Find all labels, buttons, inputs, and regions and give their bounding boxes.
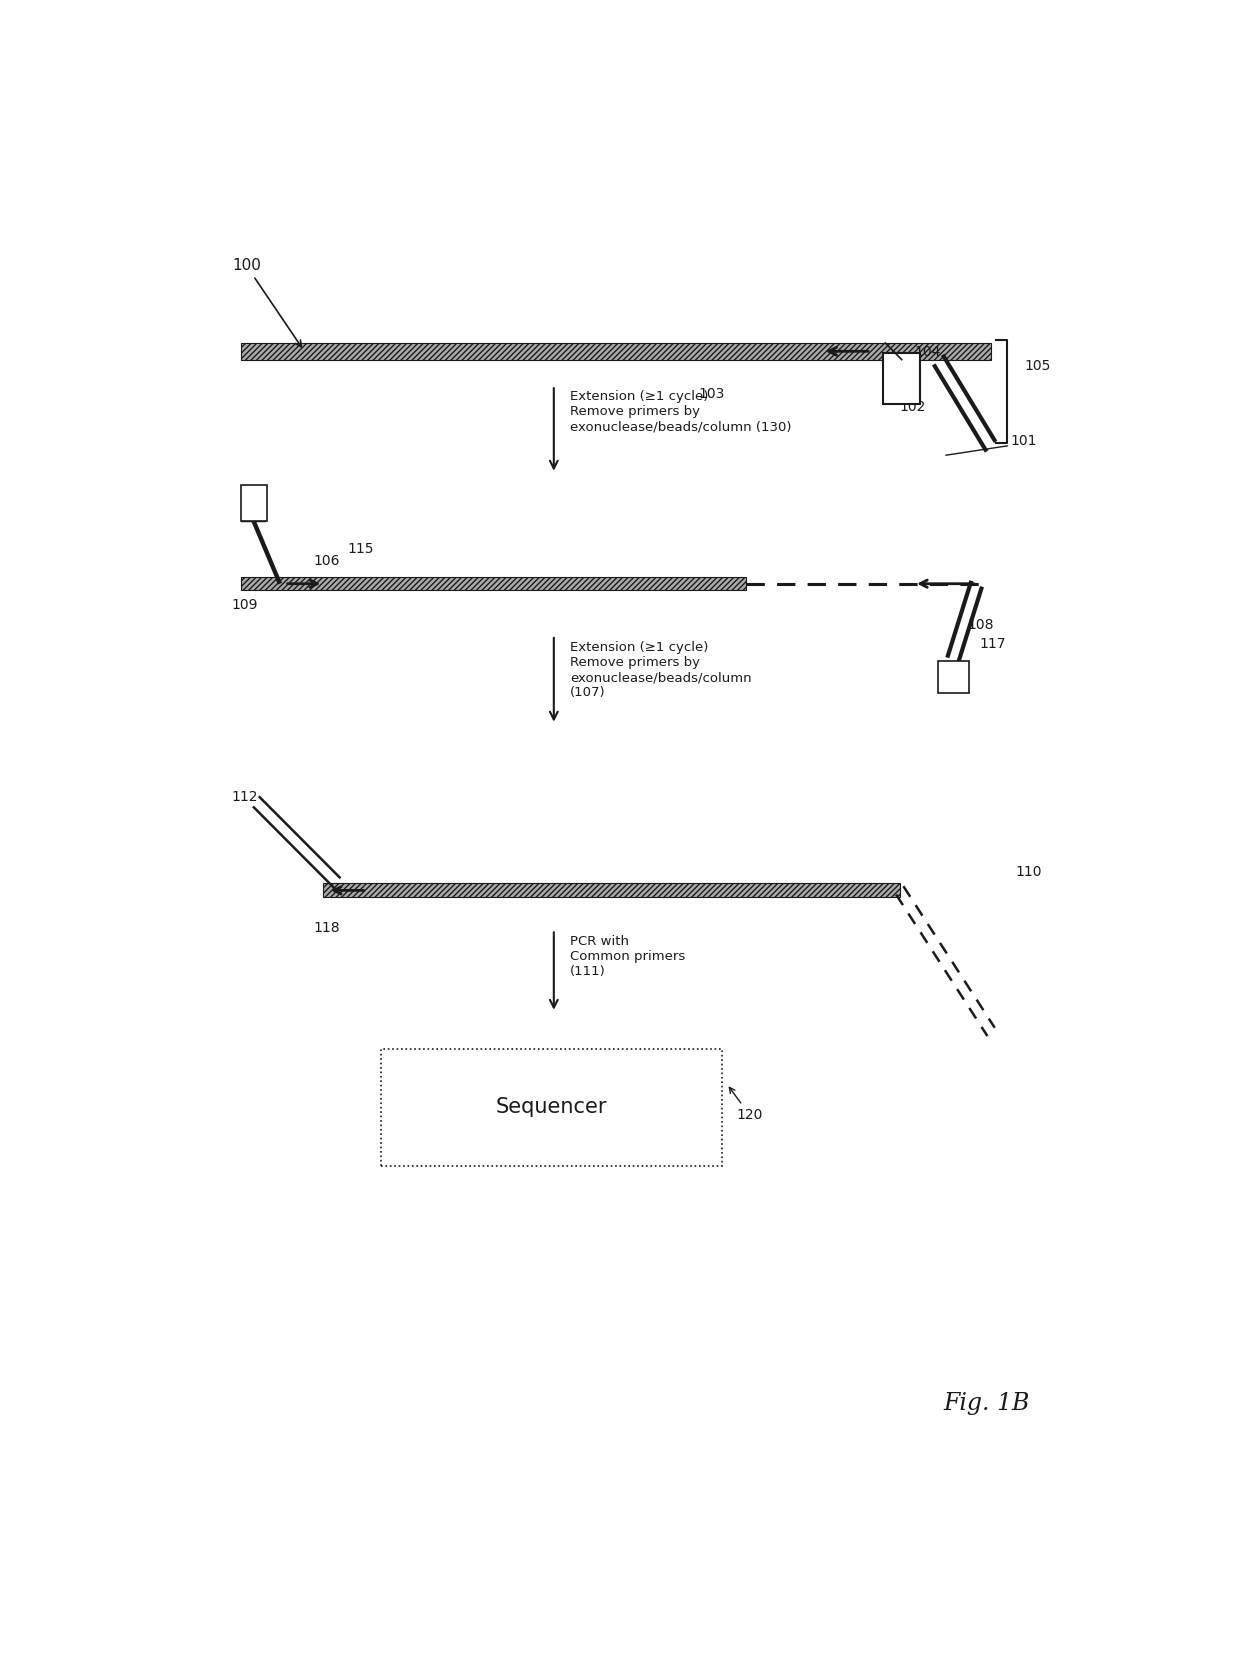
Text: 104: 104: [914, 344, 941, 359]
Text: 110: 110: [1016, 865, 1042, 878]
Bar: [324, 883, 900, 898]
Text: Fig. 1B: Fig. 1B: [942, 1392, 1029, 1415]
Text: 115: 115: [347, 542, 373, 555]
Text: Extension (≥1 cycle)
Remove primers by
exonuclease/beads/column
(107): Extension (≥1 cycle) Remove primers by e…: [570, 642, 751, 700]
Bar: [381, 1049, 722, 1166]
Text: 118: 118: [314, 921, 340, 935]
Text: PCR with
Common primers
(111): PCR with Common primers (111): [570, 935, 686, 978]
Text: 101: 101: [1011, 434, 1037, 449]
Text: 103: 103: [698, 387, 724, 401]
Text: 120: 120: [729, 1088, 763, 1123]
Bar: [242, 343, 991, 359]
Text: Sequencer: Sequencer: [496, 1098, 608, 1118]
Text: 112: 112: [232, 790, 258, 805]
Bar: [242, 577, 746, 590]
Text: 106: 106: [314, 554, 340, 567]
Bar: [241, 486, 268, 521]
Bar: [883, 353, 920, 404]
Text: Extension (≥1 cycle)
Remove primers by
exonuclease/beads/column (130): Extension (≥1 cycle) Remove primers by e…: [570, 391, 791, 434]
Bar: [939, 660, 968, 692]
Text: 109: 109: [232, 599, 258, 612]
Text: 105: 105: [1024, 359, 1052, 373]
Text: 100: 100: [232, 258, 301, 348]
Text: 108: 108: [967, 617, 993, 632]
Text: 102: 102: [900, 399, 926, 414]
Text: 117: 117: [980, 637, 1006, 650]
